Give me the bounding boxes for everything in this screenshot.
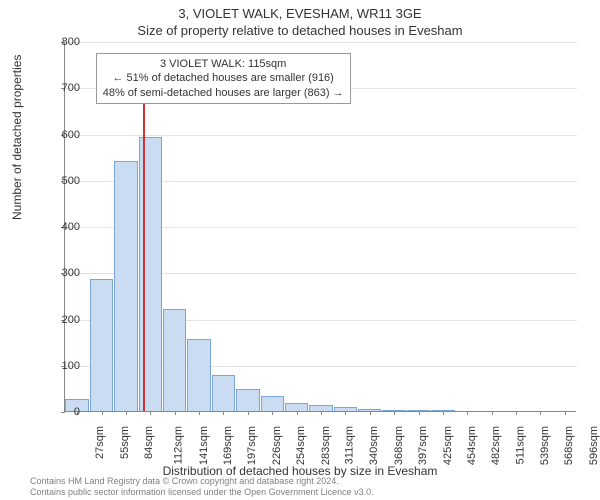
ytick-label: 600 (40, 129, 80, 141)
xtick-label: 397sqm (417, 426, 429, 465)
histogram-bar (212, 375, 235, 411)
xtick-mark (492, 411, 493, 415)
xtick-mark (150, 411, 151, 415)
xtick-label: 169sqm (222, 426, 234, 465)
xtick-label: 568sqm (564, 426, 576, 465)
chart-title: 3, VIOLET WALK, EVESHAM, WR11 3GE (0, 0, 600, 21)
xtick-label: 311sqm (343, 426, 355, 464)
ytick-label: 800 (40, 36, 80, 48)
histogram-bar (139, 137, 162, 411)
xtick-label: 340sqm (369, 426, 381, 465)
xtick-mark (443, 411, 444, 415)
histogram-bar (285, 403, 308, 411)
histogram-bar (187, 339, 210, 411)
chart-area: 27sqm55sqm84sqm112sqm141sqm169sqm197sqm2… (64, 42, 576, 412)
xtick-label: 511sqm (514, 426, 526, 464)
xtick-mark (126, 411, 127, 415)
xtick-label: 596sqm (588, 426, 600, 465)
xtick-mark (419, 411, 420, 415)
ytick-label: 300 (40, 267, 80, 279)
ytick-label: 100 (40, 360, 80, 372)
histogram-bar (163, 309, 186, 411)
xtick-mark (516, 411, 517, 415)
property-marker-line (143, 71, 145, 411)
footer-line-2: Contains public sector information licen… (30, 487, 374, 498)
y-axis-label: Number of detached properties (10, 55, 24, 220)
xtick-mark (321, 411, 322, 415)
ytick-label: 400 (40, 221, 80, 233)
ytick-label: 200 (40, 314, 80, 326)
xtick-label: 197sqm (247, 426, 259, 465)
xtick-mark (248, 411, 249, 415)
xtick-mark (199, 411, 200, 415)
xtick-mark (394, 411, 395, 415)
footer-attribution: Contains HM Land Registry data © Crown c… (30, 476, 374, 498)
annotation-line: ← 51% of detached houses are smaller (91… (103, 71, 344, 85)
xtick-label: 226sqm (271, 426, 283, 465)
ytick-label: 500 (40, 175, 80, 187)
xtick-mark (297, 411, 298, 415)
xtick-label: 112sqm (173, 426, 185, 464)
xtick-label: 539sqm (539, 426, 551, 465)
chart-subtitle: Size of property relative to detached ho… (0, 21, 600, 38)
xtick-label: 425sqm (442, 426, 454, 465)
xtick-mark (540, 411, 541, 415)
xtick-label: 454sqm (466, 426, 478, 465)
histogram-bar (261, 396, 284, 411)
xtick-mark (223, 411, 224, 415)
xtick-mark (370, 411, 371, 415)
xtick-mark (102, 411, 103, 415)
annotation-line: 48% of semi-detached houses are larger (… (103, 86, 344, 100)
histogram-bar (114, 161, 137, 411)
ytick-label: 0 (40, 406, 80, 418)
annotation-box: 3 VIOLET WALK: 115sqm← 51% of detached h… (96, 53, 351, 104)
ytick-label: 700 (40, 82, 80, 94)
histogram-bar (236, 389, 259, 411)
chart-container: 3, VIOLET WALK, EVESHAM, WR11 3GE Size o… (0, 0, 600, 500)
xtick-label: 55sqm (119, 426, 131, 459)
xtick-label: 368sqm (393, 426, 405, 465)
xtick-mark (467, 411, 468, 415)
xtick-mark (345, 411, 346, 415)
xtick-label: 283sqm (320, 426, 332, 465)
annotation-line: 3 VIOLET WALK: 115sqm (103, 57, 344, 71)
xtick-mark (175, 411, 176, 415)
histogram-bar (90, 279, 113, 411)
xtick-label: 141sqm (198, 426, 210, 465)
xtick-label: 27sqm (94, 426, 106, 459)
plot-region: 27sqm55sqm84sqm112sqm141sqm169sqm197sqm2… (64, 42, 576, 412)
gridline (65, 42, 577, 43)
xtick-label: 482sqm (490, 426, 502, 465)
xtick-label: 254sqm (295, 426, 307, 465)
gridline (65, 135, 577, 136)
xtick-mark (272, 411, 273, 415)
xtick-mark (565, 411, 566, 415)
footer-line-1: Contains HM Land Registry data © Crown c… (30, 476, 374, 487)
xtick-label: 84sqm (143, 426, 155, 459)
